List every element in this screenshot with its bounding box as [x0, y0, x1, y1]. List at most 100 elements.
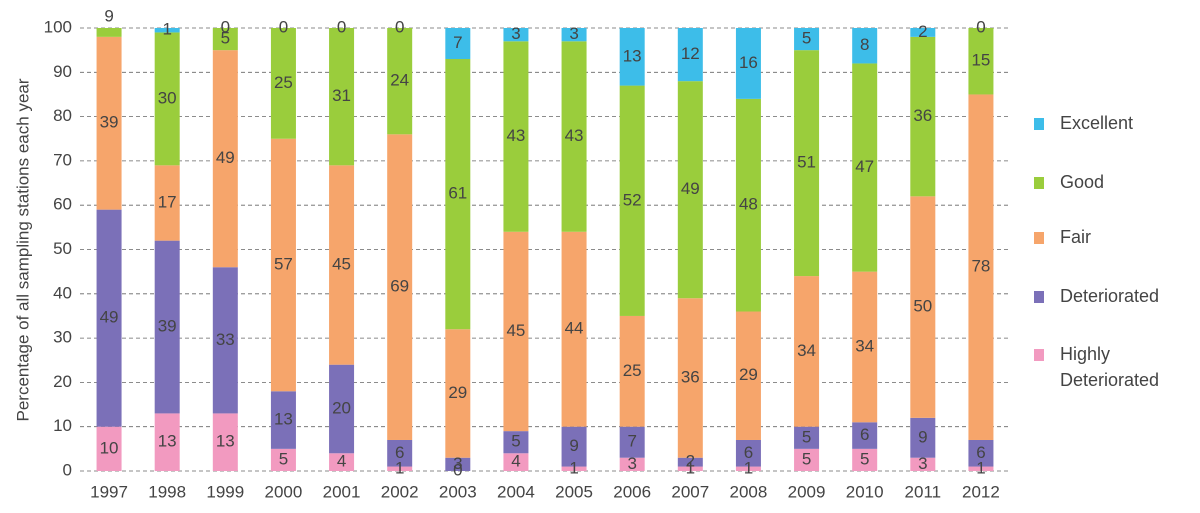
- data-label: 6: [976, 443, 985, 462]
- x-tick-label: 1997: [90, 482, 128, 501]
- bar-segment: [677, 466, 703, 471]
- bar-segment: [270, 28, 296, 139]
- x-tick-label: 2011: [905, 482, 942, 501]
- data-label: 5: [802, 427, 811, 446]
- data-label: 15: [971, 51, 990, 70]
- legend-item: Fair: [1034, 227, 1200, 250]
- legend-label: Fair: [1060, 227, 1091, 247]
- bar-segment: [212, 50, 238, 268]
- data-label: 0: [976, 17, 985, 36]
- x-tick-label: 2001: [323, 482, 361, 501]
- data-label: 69: [390, 277, 409, 296]
- data-label: 7: [453, 33, 462, 52]
- x-tick-label: 2008: [730, 482, 768, 501]
- bar-segment: [96, 28, 122, 37]
- data-label: 52: [623, 190, 642, 209]
- bar-segment: [852, 28, 878, 64]
- bar-segment: [619, 315, 645, 427]
- data-label: 2: [686, 452, 695, 471]
- data-label: 13: [216, 432, 235, 451]
- legend-item: Excellent: [1034, 113, 1200, 136]
- y-tick-label: 100: [44, 17, 72, 36]
- bar-segment: [96, 209, 122, 427]
- bar-segment: [619, 85, 645, 316]
- data-label: 57: [274, 254, 293, 273]
- bar-segment: [154, 165, 180, 241]
- y-tick-label: 60: [53, 195, 72, 214]
- data-label: 0: [453, 460, 462, 479]
- bar-segment: [852, 448, 878, 471]
- data-label: 3: [569, 24, 578, 43]
- x-tick-label: 1998: [148, 482, 186, 501]
- data-label: 5: [802, 449, 811, 468]
- bar-segment: [735, 439, 761, 467]
- bar-segment: [677, 298, 703, 458]
- bar-segment: [445, 59, 471, 330]
- data-label: 2: [918, 22, 927, 41]
- data-label: 48: [739, 195, 758, 214]
- bar-segment: [387, 439, 413, 467]
- bar-segment: [270, 391, 296, 449]
- y-tick-label: 40: [53, 283, 72, 302]
- data-label: 12: [681, 44, 700, 63]
- data-label: 5: [221, 29, 230, 48]
- data-label: 45: [506, 321, 525, 340]
- y-tick-label: 30: [53, 328, 72, 347]
- data-label: 39: [158, 317, 177, 336]
- x-tick-label: 2010: [846, 482, 884, 501]
- data-label: 13: [623, 46, 642, 65]
- y-tick-label: 50: [53, 239, 72, 258]
- legend-label: Good: [1060, 172, 1105, 192]
- bar-segment: [735, 28, 761, 99]
- data-label: 39: [100, 113, 119, 132]
- bar-segment: [387, 28, 413, 135]
- data-label: 36: [913, 106, 932, 125]
- data-label: 9: [918, 427, 927, 446]
- x-tick-label: 1999: [206, 482, 244, 501]
- data-label: 20: [332, 398, 351, 417]
- bar-segment: [852, 422, 878, 449]
- legend-swatch: [1034, 118, 1044, 130]
- data-label: 49: [216, 148, 235, 167]
- bar-segment: [677, 81, 703, 299]
- bar-segment: [968, 94, 994, 440]
- bar-segment: [503, 453, 529, 471]
- bar-segment: [329, 364, 355, 454]
- data-label: 1: [686, 458, 695, 477]
- data-label: 49: [681, 179, 700, 198]
- bar-segment: [910, 457, 936, 471]
- bar-segment: [270, 448, 296, 471]
- data-label: 36: [681, 367, 700, 386]
- bar-segment: [329, 453, 355, 471]
- data-label: 1: [744, 458, 753, 477]
- x-tick-label: 2012: [962, 482, 1000, 501]
- data-label: 3: [918, 454, 927, 473]
- bar-segment: [96, 426, 122, 471]
- legend-item: Highly Deteriorated: [1034, 344, 1170, 393]
- bar-segment: [910, 417, 936, 458]
- data-label: 1: [395, 458, 404, 477]
- legend-swatch: [1034, 349, 1044, 361]
- y-tick-label: 80: [53, 106, 72, 125]
- data-label: 13: [158, 432, 177, 451]
- bar-segment: [96, 36, 122, 210]
- data-label: 31: [332, 86, 351, 105]
- data-label: 17: [158, 192, 177, 211]
- x-tick-label: 2002: [381, 482, 419, 501]
- bar-segment: [794, 276, 820, 427]
- data-label: 0: [337, 17, 346, 36]
- bar-segment: [503, 231, 529, 432]
- data-label: 34: [797, 341, 816, 360]
- data-label: 10: [100, 438, 119, 457]
- legend-swatch: [1034, 177, 1044, 189]
- y-tick-label: 0: [63, 460, 72, 479]
- bar-segment: [852, 271, 878, 423]
- legend-item: Good: [1034, 172, 1200, 195]
- x-tick-label: 2003: [439, 482, 477, 501]
- data-label: 45: [332, 254, 351, 273]
- data-label: 4: [337, 452, 346, 471]
- bar-segment: [503, 28, 529, 42]
- data-label: 6: [395, 443, 404, 462]
- x-tick-label: 2000: [265, 482, 303, 501]
